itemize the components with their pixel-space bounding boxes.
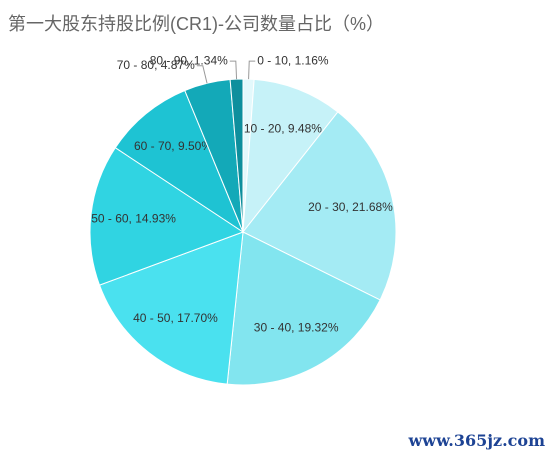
- pie-slice: [242, 78, 339, 234]
- data-label: 40 - 50, 17.70%: [133, 311, 218, 325]
- data-label: 60 - 70, 9.50%: [134, 139, 212, 153]
- data-label: 30 - 40, 19.32%: [254, 321, 339, 335]
- pie-slice: [242, 111, 397, 301]
- data-label: 10 - 20, 9.48%: [244, 121, 322, 135]
- data-label: 80 - 90, 1.34%: [150, 53, 228, 67]
- data-label: 20 - 30, 21.68%: [308, 200, 393, 214]
- pie-slice: [89, 147, 245, 286]
- pie-slice: [229, 78, 244, 233]
- watermark: www.365jz.com: [408, 431, 546, 450]
- leader-line: [229, 60, 238, 80]
- leader-line: [196, 65, 208, 84]
- leader-line: [248, 60, 256, 80]
- pie-slice: [98, 231, 244, 385]
- pie-slice: [114, 89, 245, 234]
- chart-title: 第一大股东持股比例(CR1)-公司数量占比（%）: [8, 14, 384, 34]
- pie-slice: [226, 231, 381, 386]
- data-label: 50 - 60, 14.93%: [91, 212, 176, 226]
- data-label: 0 - 10, 1.16%: [257, 53, 329, 67]
- data-label: 70 - 80, 4.87%: [117, 58, 195, 72]
